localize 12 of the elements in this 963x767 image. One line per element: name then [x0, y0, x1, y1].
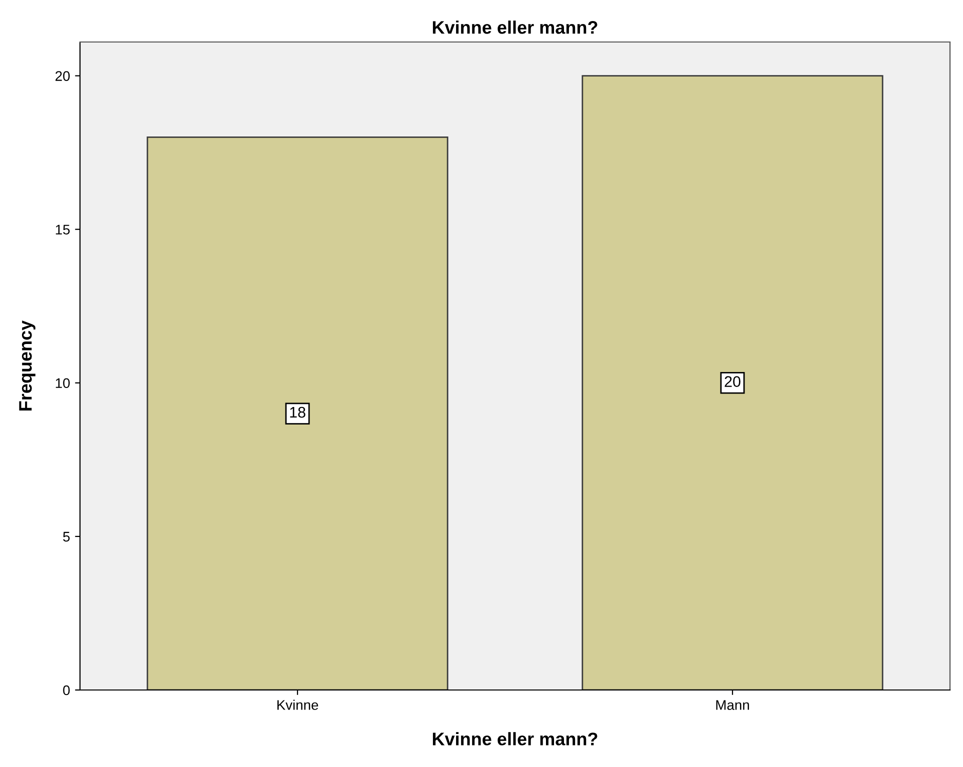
y-tick-label: 0: [63, 685, 70, 696]
chart-title: Kvinne eller mann?: [432, 20, 598, 34]
y-tick-label: 10: [56, 378, 70, 388]
y-tick-label: 5: [63, 532, 70, 542]
data-label: 20: [724, 376, 740, 387]
y-axis-title: Frequency: [19, 320, 36, 410]
y-tick-label: 15: [56, 224, 70, 235]
y-tick-label: 20: [56, 71, 70, 81]
x-axis-title: Kvinne eller mann?: [432, 732, 598, 746]
x-tick-label: Mann: [716, 700, 749, 710]
data-label: 18: [290, 406, 306, 418]
x-tick-label: Kvinne: [277, 700, 318, 710]
